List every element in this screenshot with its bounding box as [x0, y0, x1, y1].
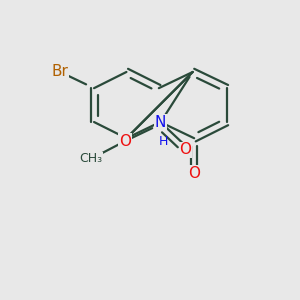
Text: O: O: [188, 166, 200, 181]
Text: N: N: [154, 115, 166, 130]
Text: O: O: [119, 134, 131, 149]
Text: Br: Br: [52, 64, 69, 80]
Text: CH₃: CH₃: [80, 152, 103, 165]
Text: H: H: [159, 135, 168, 148]
Text: O: O: [179, 142, 191, 158]
